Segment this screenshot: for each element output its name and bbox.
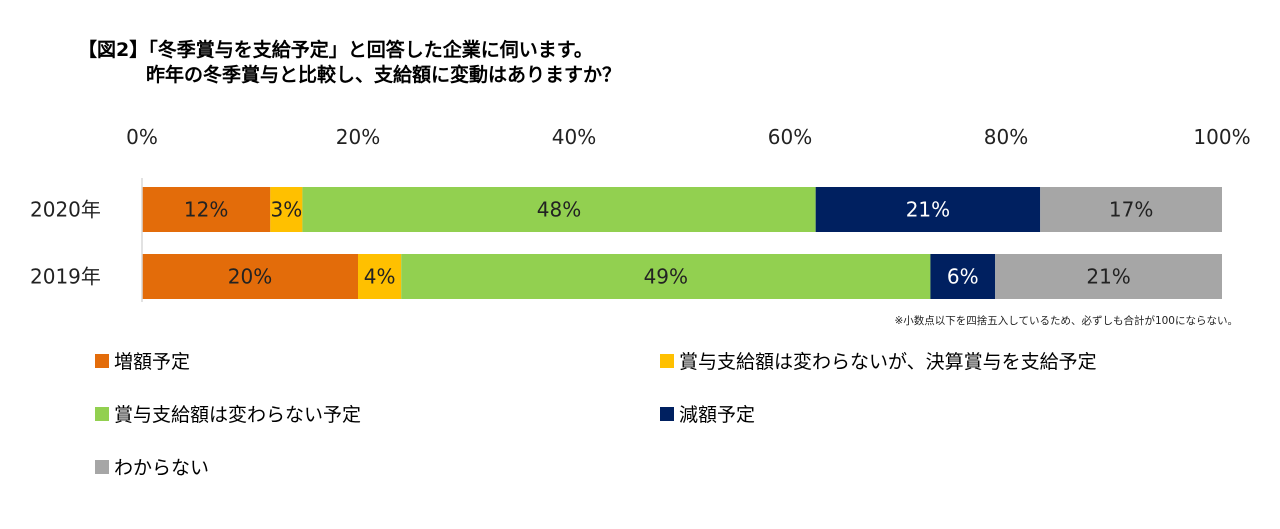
legend-item: 賞与支給額は変わらないが、決算賞与を支給予定 [660,347,1097,374]
legend-swatch-icon [660,353,674,368]
data-label: 20% [228,265,272,289]
legend-label: 賞与支給額は変わらないが、決算賞与を支給予定 [679,351,1097,373]
legend-label: 減額予定 [679,404,756,426]
data-label: 21% [1086,265,1130,289]
legend-item: 増額予定 [95,347,190,374]
data-label: 6% [947,265,979,289]
legend-swatch-icon [95,353,109,368]
bar-segment [1040,187,1222,232]
legend-item: 減額予定 [660,400,755,427]
data-label: 49% [644,265,688,289]
legend-label: 増額予定 [114,351,191,373]
bar-segment [270,187,303,232]
legend-item: わからない [95,453,209,480]
x-tick-label: 80% [984,125,1028,149]
bar-segment [302,187,816,232]
bar-segment [930,254,996,299]
legend-label: わからない [114,457,210,479]
data-label: 21% [906,198,950,222]
legend-label: 賞与支給額は変わらない予定 [114,404,362,426]
data-label: 17% [1109,198,1153,222]
bar-segment [401,254,931,299]
data-label: 12% [184,198,228,222]
x-tick-label: 20% [336,125,380,149]
x-tick-label: 60% [768,125,812,149]
data-label: 3% [270,198,302,222]
title-line-1: 【図2】「冬季賞与を支給予定」と回答した企業に伺います。 [78,39,593,61]
legend-item: 賞与支給額は変わらない予定 [95,400,361,427]
bar-segment [142,254,358,299]
legend-swatch-icon [95,406,109,421]
title-line-2: 昨年の冬季賞与と比較し、支給額に変動はありますか？ [146,64,622,86]
bar-segment [815,187,1041,232]
data-label: 48% [537,198,581,222]
data-label: 4% [364,265,396,289]
bar-segment [995,254,1222,299]
legend-swatch-icon [95,459,109,474]
bar-segment [358,254,402,299]
x-tick-label: 40% [552,125,596,149]
category-label: 2019年 [30,265,101,289]
category-label: 2020年 [30,198,101,222]
chart-title: 【図2】「冬季賞与を支給予定」と回答した企業に伺います。昨年の冬季賞与と比較し、… [78,38,621,88]
bar-segment [142,187,271,232]
x-tick-label: 0% [126,125,158,149]
x-tick-label: 100% [1193,125,1250,149]
legend-swatch-icon [660,406,674,421]
footnote: ※小数点以下を四捨五入しているため、必ずしも合計が100にならない。 [894,315,1238,327]
